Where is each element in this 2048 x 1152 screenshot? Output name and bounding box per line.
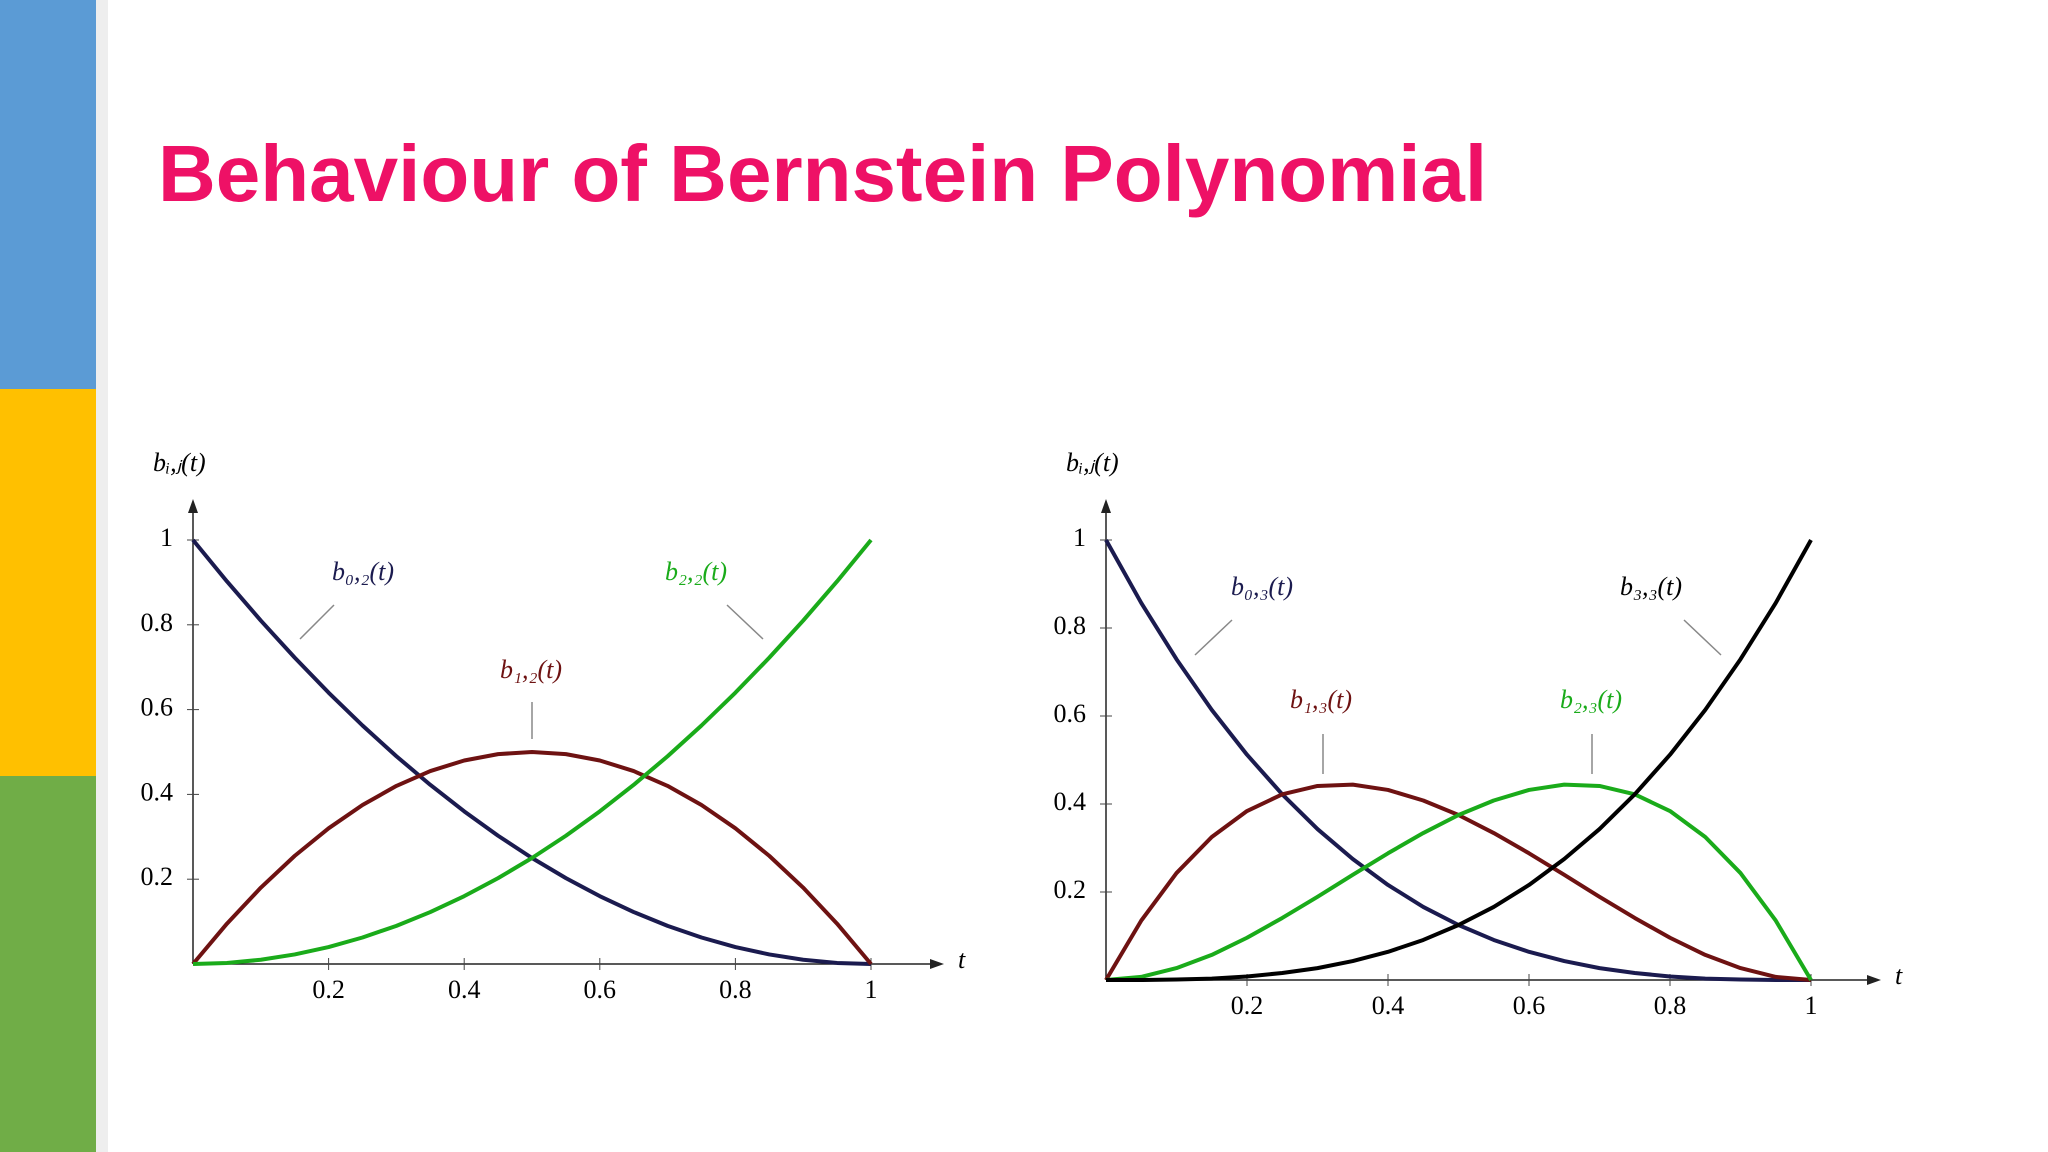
y-tick-label: 0.4: [1054, 787, 1087, 816]
side-bar-yellow: [0, 389, 96, 776]
x-tick-label: 0.2: [1231, 991, 1264, 1020]
y-axis-label: bᵢ,ⱼ(t): [153, 448, 206, 477]
curve-label: b₂,₃(t): [1560, 685, 1622, 714]
slide-title: Behaviour of Bernstein Polynomial: [158, 129, 1487, 218]
label-leader: [726, 604, 764, 640]
y-tick-label: 0.6: [141, 693, 174, 722]
curve: [191, 750, 873, 966]
curve: [1105, 782, 1813, 982]
y-axis-label: bᵢ,ⱼ(t): [1066, 448, 1119, 477]
x-tick-label: 0.4: [448, 975, 481, 1004]
y-tick-label: 0.2: [1054, 875, 1087, 904]
x-tick-label: 0.2: [312, 975, 345, 1004]
side-bar-shadow: [96, 0, 108, 1152]
side-bar-green: [0, 776, 96, 1152]
curve-label: b₂,₂(t): [665, 557, 727, 586]
x-axis-arrow: [1867, 975, 1881, 985]
label-leader: [1194, 619, 1233, 656]
x-tick-label: 1: [1805, 991, 1818, 1020]
x-axis-label: t: [958, 945, 966, 974]
label-leader: [1683, 619, 1722, 656]
y-tick-label: 0.8: [141, 608, 174, 637]
label-leader: [299, 604, 335, 640]
x-tick-label: 0.6: [584, 975, 617, 1004]
curve-label: b₁,₂(t): [500, 655, 562, 684]
x-tick-label: 0.6: [1513, 991, 1546, 1020]
x-tick-label: 1: [865, 975, 878, 1004]
x-axis-label: t: [1895, 961, 1903, 990]
curve-label: b₀,₂(t): [332, 557, 394, 586]
curve: [1106, 539, 1813, 982]
y-axis-arrow: [1101, 499, 1111, 513]
y-axis-arrow: [188, 499, 198, 513]
curve-label: b₀,₃(t): [1231, 572, 1293, 601]
y-tick-label: 1: [1073, 523, 1086, 552]
y-tick-label: 0.6: [1054, 699, 1087, 728]
side-bar-blue: [0, 0, 96, 389]
y-tick-label: 0.4: [141, 777, 174, 806]
x-tick-label: 0.4: [1372, 991, 1405, 1020]
x-tick-label: 0.8: [1654, 991, 1687, 1020]
y-tick-label: 0.2: [141, 862, 174, 891]
curve-label: b₃,₃(t): [1620, 572, 1682, 601]
curve-label: b₁,₃(t): [1290, 685, 1352, 714]
curve: [192, 538, 873, 966]
x-tick-label: 0.8: [719, 975, 752, 1004]
x-axis-arrow: [930, 959, 944, 969]
y-tick-label: 0.8: [1054, 611, 1087, 640]
y-tick-label: 1: [160, 523, 173, 552]
